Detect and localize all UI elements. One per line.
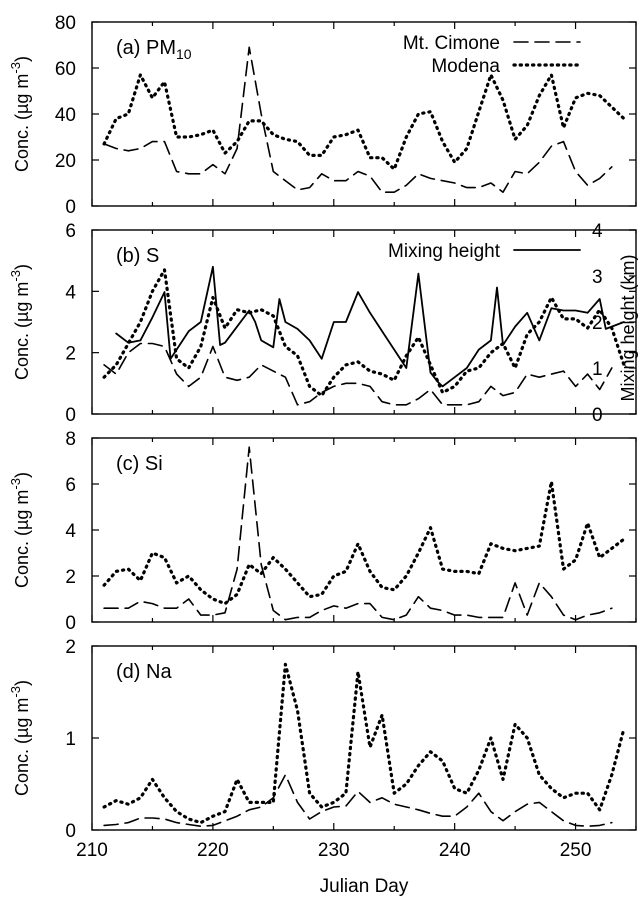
panel-label-main: (d) Na (116, 661, 172, 683)
series-modena-line (102, 662, 626, 825)
y-tick-label: 1 (65, 729, 76, 750)
series-mt-cimone-line (103, 446, 613, 621)
y-axis-title-main: Conc. (µg m (12, 698, 32, 796)
plot-frame-4 (91, 645, 637, 831)
x-tick-label: 230 (318, 840, 350, 861)
panel-label: (d) Na (116, 661, 172, 683)
y-axis-title-close: ) (12, 56, 32, 62)
y-tick-label: 4 (65, 521, 76, 542)
y-tick-label: 2 (65, 637, 76, 658)
y-tick-label: 0 (65, 405, 76, 426)
y2-tick-label: 2 (592, 313, 603, 334)
series-mt-cimone-line (103, 342, 613, 406)
y-tick-label: 4 (65, 282, 76, 303)
y-tick-label: 80 (55, 13, 76, 34)
y-axis-title-main: Conc. (µg m (12, 490, 32, 588)
y2-tick-label: 4 (592, 221, 603, 242)
y-axis-title-close: ) (12, 680, 32, 686)
y-axis-title-sup: -3 (8, 62, 23, 74)
panel-label-subscript: 10 (176, 46, 192, 62)
y-tick-label: 2 (65, 344, 76, 365)
y-axis-title: Conc. (µg m-3) (8, 472, 32, 588)
legend-label: Mt. Cimone (403, 33, 500, 54)
series-mt-cimone-line (103, 773, 613, 828)
y-axis-title-main: Conc. (µg m (12, 74, 32, 172)
y-axis-title-close: ) (12, 472, 32, 478)
y-tick-label: 0 (65, 613, 76, 634)
x-axis-title: Julian Day (320, 876, 409, 897)
series-mixing-height-line (115, 265, 625, 388)
y-axis-title-close: ) (12, 264, 32, 270)
y2-axis-title: Mixing height (km) (618, 254, 638, 401)
y-axis-title-sup: -3 (8, 686, 23, 698)
x-tick-label: 210 (76, 840, 108, 861)
plot-frame-2 (91, 229, 637, 415)
series-layer (102, 46, 626, 828)
y-tick-label: 60 (55, 59, 76, 80)
y-tick-label: 2 (65, 567, 76, 588)
y-tick-label: 6 (65, 475, 76, 496)
panel-label-main: (b) S (116, 245, 159, 267)
plot-frame-3 (91, 437, 637, 623)
series-modena-line (102, 268, 626, 398)
y-tick-label: 6 (65, 221, 76, 242)
y-axis-title: Conc. (µg m-3) (8, 56, 32, 172)
panel-label: (b) S (116, 245, 159, 267)
panel-label: (a) PM10 (116, 37, 192, 62)
y-axis-title-sup: -3 (8, 478, 23, 490)
y-tick-label: 20 (55, 151, 76, 172)
y-axis-title: Conc. (µg m-3) (8, 680, 32, 796)
y-tick-label: 0 (65, 821, 76, 842)
panel-frames (91, 21, 637, 831)
y2-tick-label: 3 (592, 267, 603, 288)
y-tick-label: 8 (65, 429, 76, 450)
x-tick-label: 220 (197, 840, 229, 861)
y-tick-label: 40 (55, 105, 76, 126)
legend-label: Mixing height (388, 241, 501, 262)
legend-label: Modena (431, 56, 500, 77)
y-axis-title-main: Conc. (µg m (12, 282, 32, 380)
x-tick-label: 250 (560, 840, 592, 861)
panel-label: (c) Si (116, 453, 163, 475)
y-tick-label: 0 (65, 197, 76, 218)
y-axis-title-sup: -3 (8, 270, 23, 282)
y-axis-title: Conc. (µg m-3) (8, 264, 32, 380)
y2-tick-label: 0 (592, 405, 603, 426)
y2-tick-label: 1 (592, 359, 603, 380)
panel-label-main: (a) PM (116, 37, 176, 59)
series-modena-line (102, 73, 626, 171)
panel-label-main: (c) Si (116, 453, 163, 475)
series-modena-line (102, 480, 626, 606)
series-mt-cimone-line (103, 46, 613, 193)
x-tick-label: 240 (439, 840, 471, 861)
